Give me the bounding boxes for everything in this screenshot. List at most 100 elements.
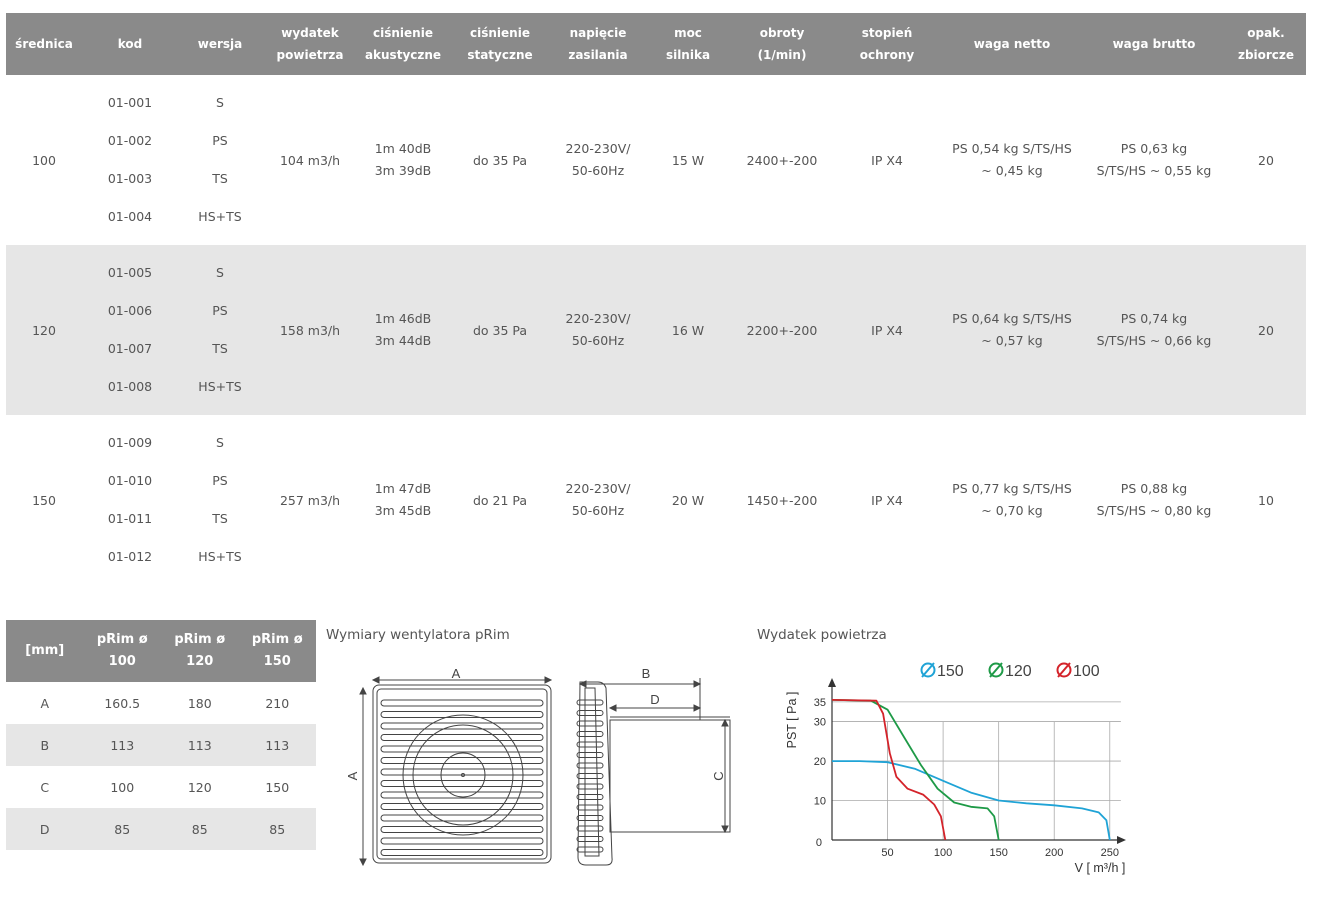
- spec-cell-opak: 20: [1226, 245, 1306, 415]
- dimensions-header-cell: [mm]: [6, 620, 84, 682]
- spec-header-cell: wydatek powietrza: [262, 13, 358, 75]
- spec-row: 100 01-001 01-002 01-003 01-004 S PS TS HS+TS 104…: [6, 75, 1306, 245]
- spec-row: 150 01-009 01-010 01-011 01-012 S PS TS HS+TS 257…: [6, 415, 1306, 585]
- spec-cell-moc: 15 W: [671, 152, 705, 168]
- origin-label: 0: [816, 837, 822, 849]
- dimensions-cell: B: [6, 724, 84, 766]
- spec-header-cell: kod: [82, 13, 178, 75]
- dimensions-cell: C: [40, 779, 50, 795]
- spec-cell-obroty: 2400+-200: [746, 152, 818, 168]
- drawing-caption: Wymiary wentylatora pRim: [326, 627, 510, 643]
- spec-cell-moc: 20 W: [671, 492, 705, 508]
- dimensions-cell: 113: [83, 724, 161, 766]
- spec-cell-codes: 01-005 01-006 01-007 01-008: [82, 245, 178, 415]
- spec-cell-ochrona: IP X4: [871, 492, 903, 508]
- spec-cell-srednica: 120: [6, 245, 82, 415]
- spec-cell-netto: PS 0,64 kg S/TS/HS ~ 0,57 kg: [942, 245, 1082, 415]
- spec-header-cell: napięcie zasilania: [552, 13, 644, 75]
- spec-cell-statyczne: do 35 Pa: [472, 152, 528, 168]
- spec-cell-wydatek: 257 m3/h: [279, 492, 341, 508]
- x-tick-label: 200: [1045, 847, 1063, 859]
- legend-slash-150: [921, 662, 935, 678]
- x-axis-arrow: [1117, 836, 1126, 844]
- spec-cell-versions: S PS TS HS+TS: [198, 95, 242, 224]
- spec-cell-codes: 01-009 01-010 01-011 01-012: [107, 435, 153, 564]
- spec-cell-wydatek: 158 m3/h: [262, 245, 358, 415]
- y-tick-label: 35: [814, 697, 826, 709]
- spec-cell-obroty: 1450+-200: [746, 492, 818, 508]
- spec-header-cell: opak. zbiorcze: [1226, 13, 1306, 75]
- chart-title: Wydatek powietrza: [757, 627, 887, 643]
- dimensions-row: C 100 120 150: [6, 766, 316, 808]
- dim-label-c: C: [711, 771, 726, 780]
- x-tick-label: 100: [934, 847, 952, 859]
- dimensions-cell: 85: [161, 808, 239, 850]
- dimensions-row: D 85 85 85: [6, 808, 316, 850]
- dimensions-cell: D: [6, 808, 84, 850]
- spec-cell-codes: 01-001 01-002 01-003 01-004: [107, 95, 153, 224]
- legend-marker-100: [1056, 662, 1072, 678]
- dimensions-cell: 120: [187, 779, 212, 795]
- y-axis-arrow: [828, 678, 836, 687]
- dimensions-table: [mm] pRim ø 100 pRim ø 120 pRim ø 150 A 160.5 18…: [6, 620, 316, 850]
- dimensions-cell: 210: [265, 695, 290, 711]
- spec-cell-opak: 20: [1258, 152, 1274, 168]
- legend-slash-100: [1057, 662, 1071, 678]
- spec-cell-versions: S PS TS HS+TS: [178, 245, 262, 415]
- spec-cell-opak: 10: [1258, 492, 1274, 508]
- dimensions-cell: 113: [161, 724, 239, 766]
- spec-cell-akustyczne: 1m 47dB 3m 45dB: [374, 481, 432, 518]
- dim-label-d: D: [650, 692, 659, 707]
- y-tick-label: 10: [814, 796, 826, 808]
- dimensions-header-cell: pRim ø 100: [83, 620, 161, 682]
- dimensions-cell: 85: [83, 808, 161, 850]
- spec-cell-ochrona: IP X4: [832, 245, 942, 415]
- y-axis-label: PST [ Pa ]: [785, 692, 799, 749]
- spec-cell-versions: S PS TS HS+TS: [198, 435, 242, 564]
- spec-cell-napiecie: 220-230V/50-60Hz: [565, 481, 631, 518]
- airflow-chart: 50 100 150 200 250 10 20 30 35 0 V [ m³/h ] PST [ P…: [785, 662, 1126, 875]
- legend-marker-150: [920, 662, 936, 678]
- x-axis-label: V [ m³/h ]: [1075, 861, 1126, 875]
- spec-cell-akustyczne: 1m 46dB 3m 44dB: [358, 245, 448, 415]
- spec-header-cell: ciśnienie akustyczne: [358, 13, 448, 75]
- spec-cell-netto: PS 0,77 kg S/TS/HS ~ 0,70 kg: [952, 481, 1072, 518]
- spec-header-cell: ciśnienie statyczne: [448, 13, 552, 75]
- spec-cell-napiecie: 220-230V/50-60Hz: [552, 245, 644, 415]
- legend-slash-120: [989, 662, 1003, 678]
- spec-cell-obroty: 2200+-200: [732, 245, 832, 415]
- spec-cell-ochrona: IP X4: [871, 152, 903, 168]
- spec-cell-srednica: 150: [32, 492, 56, 508]
- series-line-100: [831, 699, 947, 841]
- x-tick-label: 150: [989, 847, 1007, 859]
- spec-header-cell: moc silnika: [644, 13, 732, 75]
- spec-header-cell: obroty (1/min): [732, 13, 832, 75]
- spec-header-cell: waga netto: [942, 13, 1082, 75]
- dim-label-a-side: A: [345, 771, 360, 780]
- spec-cell-brutto: PS 0,74 kg S/TS/HS ~ 0,66 kg: [1082, 245, 1226, 415]
- dimensions-cell: A: [40, 695, 50, 711]
- dimensions-cell: 113: [238, 724, 316, 766]
- dimensions-header-row: [mm] pRim ø 100 pRim ø 120 pRim ø 150: [6, 620, 316, 682]
- legend-label-150: 150: [937, 663, 964, 680]
- legend-label-120: 120: [1005, 663, 1032, 680]
- y-tick-label: 20: [814, 756, 826, 768]
- spec-header-cell: stopień ochrony: [832, 13, 942, 75]
- spec-cell-moc: 16 W: [644, 245, 732, 415]
- y-tick-label: 30: [814, 717, 826, 729]
- spec-header-cell: wersja: [178, 13, 262, 75]
- x-tick-label: 250: [1101, 847, 1119, 859]
- spec-cell-statyczne: do 35 Pa: [448, 245, 552, 415]
- series-line-150: [832, 760, 1111, 841]
- dimensions-cell: 160.5: [104, 695, 141, 711]
- spec-cell-wydatek: 104 m3/h: [279, 152, 341, 168]
- spec-header-cell: waga brutto: [1082, 13, 1226, 75]
- series-line-120: [831, 699, 1000, 841]
- spec-table: średnica kod wersja wydatek powietrza ciśnien…: [6, 13, 1306, 585]
- spec-cell-srednica: 100: [32, 152, 56, 168]
- dimensions-row: A 160.5 180 210: [6, 682, 316, 724]
- legend-label-100: 100: [1073, 663, 1100, 680]
- dimensions-row: B 113 113 113: [6, 724, 316, 766]
- spec-header-row: średnica kod wersja wydatek powietrza ciśnien…: [6, 13, 1306, 75]
- dimensions-header-cell: pRim ø 150: [238, 620, 316, 682]
